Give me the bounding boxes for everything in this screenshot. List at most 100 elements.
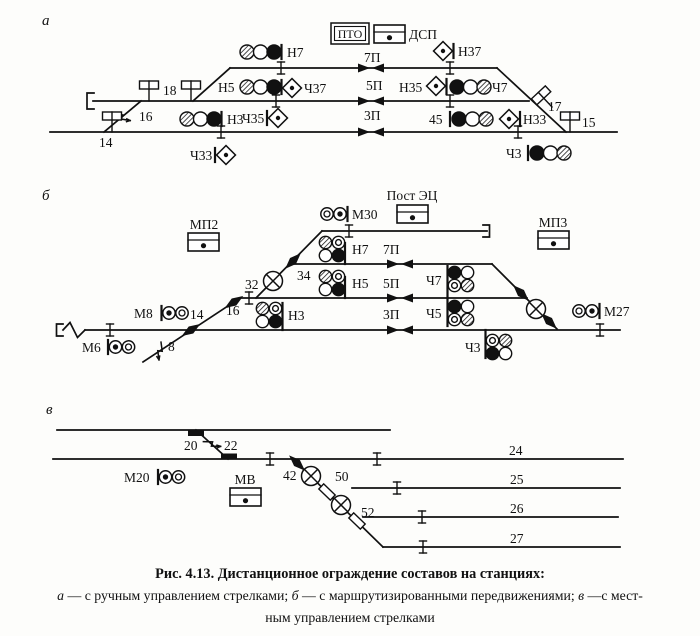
- post-icon: [229, 487, 262, 507]
- post-icon: [373, 24, 406, 44]
- signal-lamps-icon: [255, 301, 283, 329]
- track-label-5p-a: 5П: [366, 78, 383, 93]
- signal-lamps-icon: [529, 145, 572, 161]
- switch-wedge-22-icon: [221, 453, 237, 459]
- signal-n3-b: Н3: [255, 301, 305, 332]
- switch-label-32-b: 32: [245, 277, 259, 292]
- signal-ch5-b: Ч5: [426, 296, 475, 328]
- break-zigzag-b: [61, 321, 87, 339]
- post-icon: [537, 230, 570, 250]
- signal-ch33-a: Ч33: [190, 144, 237, 166]
- manual-switch-mark-8: [151, 341, 169, 361]
- signal-n7-b: Н7: [318, 235, 369, 266]
- lamp-ring-icon: [572, 304, 586, 318]
- signal-label: Ч3: [465, 340, 481, 355]
- switch-label-15-a: 15: [582, 115, 596, 130]
- caption-item-b: б: [291, 588, 299, 604]
- switch-label-14-a: 14: [99, 135, 113, 150]
- dead-end-bracket-b-right: [482, 224, 491, 238]
- signal-lamps-icon: [239, 44, 282, 60]
- dwarf-signal-32-icon: [262, 270, 284, 292]
- mp2-post-box: МП2: [187, 217, 220, 252]
- switch-stand-14-icon: [101, 111, 123, 133]
- switch-stand-18-icon: [180, 80, 202, 102]
- ec-post-box: Пост ЭЦ: [387, 188, 438, 224]
- shunt-diamond-icon: [432, 40, 454, 62]
- signal-label: Н35: [399, 80, 422, 95]
- switch-label-16-a: 16: [139, 109, 153, 124]
- signal-ch3-b: Ч3: [465, 328, 513, 361]
- section-v: в М20 МВ: [46, 402, 624, 554]
- signal-n7-a: Н7: [239, 43, 304, 61]
- switch-label-20-v: 20: [184, 438, 198, 453]
- track-label-24-v: 24: [509, 443, 523, 458]
- section-b: б МП2 Пост ЭЦ МП3: [42, 188, 630, 364]
- signal-n35-ch7-a: Н35 Ч7: [399, 75, 508, 97]
- lamp-dot-icon: [585, 304, 599, 318]
- mp3-post-box: МП3: [537, 215, 570, 250]
- signal-lamps-icon: [451, 111, 494, 127]
- signal-label: Н33: [523, 112, 546, 127]
- dwarf-signal-icon: [525, 298, 547, 320]
- lamp-dot-icon: [108, 340, 123, 354]
- signal-label: М6: [82, 340, 101, 355]
- signal-m27-b: М27: [572, 302, 630, 320]
- section-a-label: а: [42, 13, 50, 29]
- signal-label: М27: [604, 304, 630, 319]
- shunt-diamond-icon: [425, 75, 447, 97]
- post-ec-label: Пост ЭЦ: [387, 188, 438, 203]
- track-label-7p-a: 7П: [364, 50, 381, 65]
- signal-m8-b: М8 14: [134, 304, 204, 322]
- signal-label: Ч5: [426, 306, 442, 321]
- track-label-25-v: 25: [510, 472, 524, 487]
- switch-label-8-b: 8: [168, 339, 175, 354]
- dwarf-signal-50-icon: [330, 494, 352, 516]
- lamp-dot-icon: [333, 207, 347, 221]
- signal-ch37-a: Ч37: [281, 77, 327, 99]
- post-icon: [187, 232, 220, 252]
- caption-text-v: —с мест-: [584, 588, 643, 604]
- lamp-ring-icon: [320, 207, 334, 221]
- track-label-26-v: 26: [510, 501, 524, 516]
- signal-n5-b: Н5: [318, 269, 369, 300]
- switch-label-14-b: 14: [190, 307, 204, 322]
- dead-end-bracket-a: [86, 92, 95, 110]
- signal-label: Ч35: [242, 111, 265, 126]
- signal-m30-b: М30: [320, 205, 378, 223]
- signal-n5-a: Н5: [218, 78, 283, 96]
- switch-label-17-a: 17: [548, 99, 562, 114]
- shunt-diamond-icon: [281, 77, 303, 99]
- lamp-ring-icon: [121, 340, 136, 354]
- signal-lamps-icon: [318, 235, 346, 263]
- signal-lamps-icon: [485, 333, 513, 361]
- signal-ch3-a: Ч3: [506, 144, 572, 162]
- signal-label: Ч33: [190, 148, 213, 163]
- signal-label: Н5: [218, 80, 235, 95]
- switch-label-34-b: 34: [297, 268, 311, 283]
- switch-wedge-20-icon: [188, 430, 204, 436]
- dsp-label: ДСП: [409, 27, 437, 42]
- signal-m6-b: М6: [82, 338, 136, 356]
- switch-stand-16-icon: [138, 80, 160, 102]
- signal-label: Н7: [287, 45, 304, 60]
- signal-n37-a: Н37: [432, 40, 481, 62]
- switch-label-22-v: 22: [224, 438, 238, 453]
- signal-label: Ч37: [304, 81, 327, 96]
- section-v-label: в: [46, 402, 53, 418]
- signal-label: Н37: [458, 44, 481, 59]
- switch-label-18-a: 18: [163, 83, 177, 98]
- caption-item-a: а: [57, 588, 65, 604]
- signal-label: Ч7: [426, 273, 442, 288]
- signal-label: Ч3: [506, 146, 522, 161]
- signal-n3-a: Н3: [179, 110, 244, 128]
- caption-legend-cont: ным управлением стрелками: [265, 609, 435, 625]
- switch-label-16-b: 16: [226, 303, 240, 318]
- lamp-ring-icon: [171, 470, 186, 484]
- signal-label: 45: [429, 112, 443, 127]
- caption-text-b: — с маршрутизированными передвижениями;: [298, 588, 579, 604]
- tracks-v: [52, 428, 624, 549]
- signal-lamps-icon: [179, 111, 222, 127]
- section-b-label: б: [42, 188, 50, 204]
- diagonal-right-a: [495, 66, 568, 134]
